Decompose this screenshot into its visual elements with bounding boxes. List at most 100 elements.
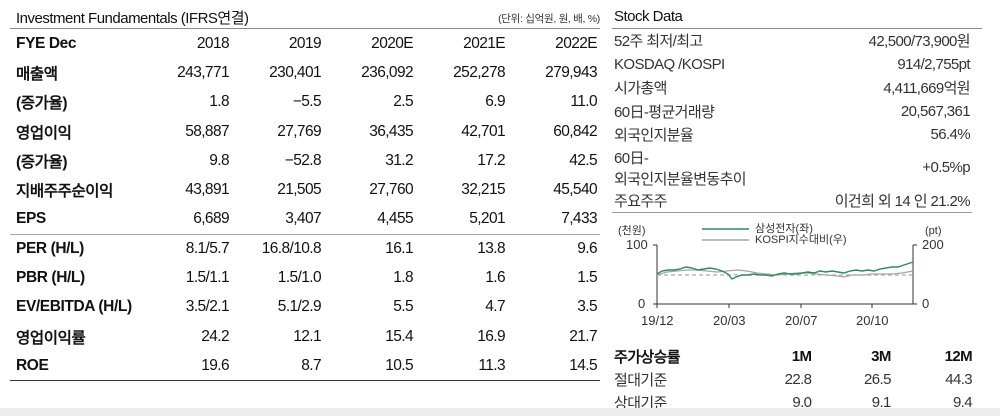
row-label: 영업이익률 bbox=[16, 329, 86, 347]
cell: 15.4 bbox=[385, 327, 413, 345]
cell: 16.9 bbox=[477, 327, 505, 345]
cell: 1.5/1.1 bbox=[185, 269, 230, 287]
stock-key-line2: 외국인지분율변동추이 bbox=[614, 170, 747, 188]
cell: 27,769 bbox=[277, 122, 321, 140]
right-tick-200: 200 bbox=[922, 237, 944, 252]
stock-key: 시가총액 bbox=[614, 80, 667, 98]
cell: 43,891 bbox=[185, 181, 229, 199]
fundamentals-table: FYE Dec 2018 2019 2020E 2021E 2022E 매출액 … bbox=[10, 29, 600, 382]
year-cell: 2019 bbox=[288, 34, 322, 52]
table-row: (증가율) 9.8 −52.8 31.2 17.2 42.5 bbox=[10, 146, 600, 175]
cell: 252,278 bbox=[453, 63, 505, 81]
cell: −52.8 bbox=[284, 151, 322, 169]
cell: 6.9 bbox=[485, 93, 505, 111]
stock-value: 56.4% bbox=[930, 126, 970, 144]
cell: 3.5/2.1 bbox=[185, 298, 230, 316]
x-tick-1912: 19/12 bbox=[641, 313, 674, 328]
row-label: PBR (H/L) bbox=[16, 269, 85, 287]
row-label: (증가율) bbox=[16, 153, 68, 171]
cell: 11.0 bbox=[570, 93, 597, 111]
table-row: 지배주주순이익 43,891 21,505 27,760 32,215 45,5… bbox=[10, 175, 600, 204]
table-row: (증가율) 1.8 −5.5 2.5 6.9 11.0 bbox=[10, 88, 600, 117]
row-label: EPS bbox=[16, 210, 46, 228]
stock-row: KOSDAQ /KOSPI 914/2,755pt bbox=[612, 53, 972, 77]
row-label: 지배주주순이익 bbox=[16, 183, 114, 201]
row-label: PER (H/L) bbox=[10, 233, 140, 264]
cell: 279,943 bbox=[545, 63, 597, 81]
cell: 11.3 bbox=[416, 351, 508, 382]
cell: 230,401 bbox=[269, 63, 321, 81]
investment-fundamentals-panel: Investment Fundamentals (IFRS연결) (단위: 십억… bbox=[10, 0, 600, 382]
row-label: EV/EBITDA (H/L) bbox=[16, 298, 132, 316]
left-axis-unit: (천원) bbox=[618, 223, 646, 237]
samsung-price-line bbox=[656, 260, 914, 280]
stock-value: +0.5%p bbox=[922, 159, 970, 176]
cell: 1.5 bbox=[577, 269, 597, 287]
stock-data-table: 52주 최저/최고 42,500/73,900원 KOSDAQ /KOSPI 9… bbox=[612, 29, 972, 213]
stock-value: 이건희 외 14 인 21.2% bbox=[789, 188, 972, 213]
stock-row: 60日-평균거래량 20,567,361 bbox=[612, 100, 972, 124]
left-tick-0: 0 bbox=[638, 296, 645, 311]
cell: 4,455 bbox=[377, 210, 413, 228]
col-header: 1M bbox=[791, 348, 812, 365]
cell: 8.1/5.7 bbox=[140, 233, 232, 264]
cell: 12.1 bbox=[293, 327, 321, 345]
col-header: 12M bbox=[944, 348, 973, 365]
year-cell: 2022E bbox=[555, 34, 597, 52]
price-change-row: 절대기준 22.8 26.5 44.3 bbox=[612, 368, 973, 391]
cell: 22.8 bbox=[784, 371, 812, 388]
stock-data-panel: Stock Data 52주 최저/최고 42,500/73,900원 KOSD… bbox=[612, 0, 982, 329]
cell: 6,689 bbox=[193, 210, 229, 228]
cell: 21,505 bbox=[277, 181, 321, 199]
stock-key: KOSDAQ /KOSPI bbox=[614, 55, 725, 73]
cell: 27,760 bbox=[369, 181, 413, 199]
cell: 58,887 bbox=[185, 122, 229, 140]
stock-row: 주요주주 이건희 외 14 인 21.2% bbox=[612, 188, 972, 213]
cell: 1.8 bbox=[393, 269, 413, 287]
cell: 24.2 bbox=[201, 327, 229, 345]
row-label: 영업이익 bbox=[16, 124, 72, 142]
chart-svg: (천원) (pt) 삼성전자(좌) KOSPI지수대비(우) 100 0 200… bbox=[618, 222, 944, 328]
cell: 9.8 bbox=[209, 151, 229, 169]
stock-price-chart: (천원) (pt) 삼성전자(좌) KOSPI지수대비(우) 100 0 200… bbox=[612, 217, 982, 329]
cell: 3,407 bbox=[285, 210, 321, 228]
cell: 2.5 bbox=[393, 93, 413, 111]
stock-key: 외국인지분율 bbox=[614, 127, 694, 145]
price-change-header: 주가상승률 1M 3M 12M bbox=[612, 345, 973, 368]
stock-row: 시가총액 4,411,669억원 bbox=[612, 76, 972, 100]
fundamentals-header: Investment Fundamentals (IFRS연결) (단위: 십억… bbox=[10, 0, 600, 29]
cell: 1.6 bbox=[485, 269, 505, 287]
table-header-row: FYE Dec 2018 2019 2020E 2021E 2022E bbox=[10, 29, 600, 58]
stock-row: 외국인지분율 56.4% bbox=[612, 123, 972, 147]
cell: 5.1/2.9 bbox=[277, 298, 322, 316]
stock-value: 4,411,669억원 bbox=[883, 80, 970, 98]
cell: 17.2 bbox=[477, 151, 505, 169]
cell: 1.5/1.0 bbox=[277, 269, 322, 287]
table-row: EV/EBITDA (H/L) 3.5/2.1 5.1/2.9 5.5 4.7 … bbox=[10, 293, 600, 322]
stock-key: 52주 최저/최고 bbox=[614, 33, 703, 51]
cell: 60,842 bbox=[553, 122, 597, 140]
x-tick-2003: 20/03 bbox=[713, 313, 746, 328]
left-tick-100: 100 bbox=[626, 237, 648, 252]
table-row: PER (H/L) 8.1/5.7 16.8/10.8 16.1 13.8 9.… bbox=[10, 233, 600, 264]
cell: 36,435 bbox=[369, 122, 413, 140]
cell: 42.5 bbox=[569, 151, 597, 169]
right-tick-0: 0 bbox=[922, 296, 929, 311]
cell: 31.2 bbox=[385, 151, 413, 169]
cell: 9.6 bbox=[508, 233, 600, 264]
cell: 14.5 bbox=[508, 351, 600, 382]
x-tick-2007: 20/07 bbox=[785, 313, 818, 328]
header-label: FYE Dec bbox=[16, 34, 77, 52]
cell: 26.5 bbox=[864, 371, 891, 388]
cell: 19.6 bbox=[140, 351, 232, 382]
footer-bar bbox=[0, 408, 1000, 416]
cell: 4.7 bbox=[485, 298, 505, 316]
cell: 32,215 bbox=[461, 181, 505, 199]
stock-value: 20,567,361 bbox=[900, 102, 971, 120]
cell: −5.5 bbox=[292, 93, 322, 111]
table-row: 영업이익 58,887 27,769 36,435 42,701 60,842 bbox=[10, 117, 600, 146]
cell: 5.5 bbox=[393, 298, 413, 316]
cell: 236,092 bbox=[361, 63, 413, 81]
cell: 13.8 bbox=[416, 233, 508, 264]
unit-note: (단위: 십억원, 원, 배, %) bbox=[498, 13, 600, 25]
